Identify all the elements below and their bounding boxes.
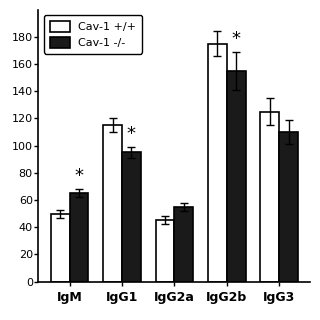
Bar <box>103 125 122 282</box>
Text: *: * <box>75 167 84 185</box>
Bar <box>70 193 89 282</box>
Bar <box>208 44 227 282</box>
Bar <box>122 152 141 282</box>
Bar <box>174 207 193 282</box>
Bar <box>260 112 279 282</box>
Bar <box>156 220 174 282</box>
Bar <box>51 214 70 282</box>
Text: *: * <box>127 125 136 143</box>
Bar <box>279 132 298 282</box>
Text: *: * <box>232 30 241 48</box>
Bar <box>227 71 246 282</box>
Legend: Cav-1 +/+, Cav-1 -/-: Cav-1 +/+, Cav-1 -/- <box>44 15 142 53</box>
